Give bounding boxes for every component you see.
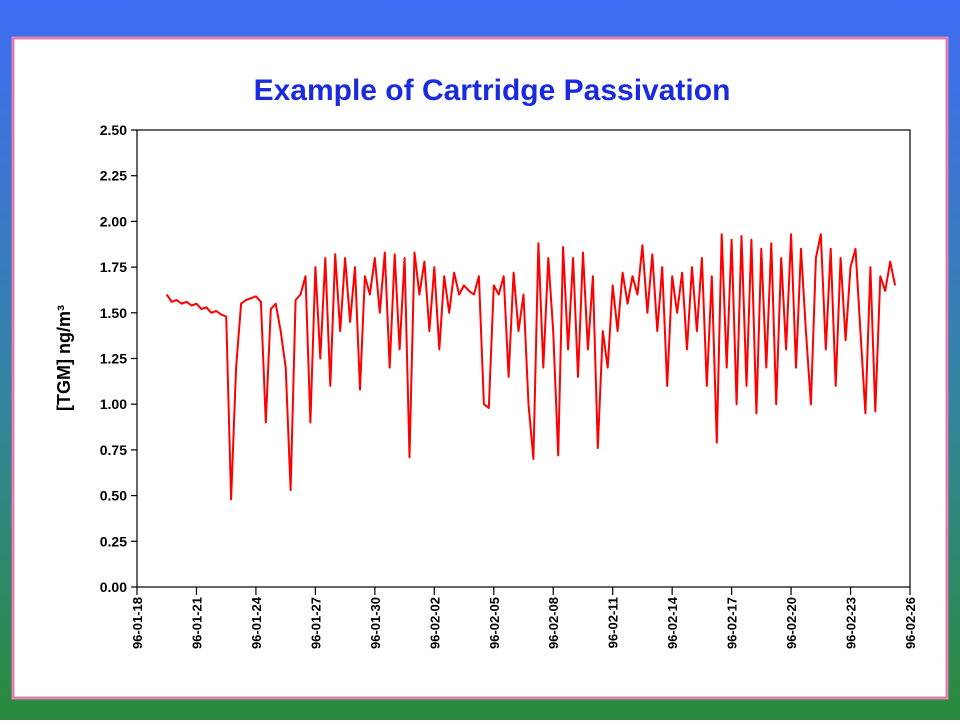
y-tick-label: 1.25: [100, 351, 127, 367]
x-tick-label: 96-01-24: [249, 596, 264, 649]
y-tick-label: 0.50: [100, 488, 127, 504]
x-tick-label: 96-02-05: [487, 597, 502, 649]
x-tick-label: 96-01-30: [368, 597, 383, 649]
y-tick-label: 2.50: [100, 122, 127, 138]
x-tick-label: 96-01-21: [189, 597, 204, 649]
x-tick-label: 96-02-23: [844, 597, 859, 649]
y-tick-label: 2.25: [100, 168, 127, 184]
x-tick-label: 96-02-11: [606, 597, 621, 648]
x-tick-label: 96-02-02: [427, 597, 442, 649]
y-tick-label: 0.00: [100, 579, 127, 595]
y-tick-label: 1.75: [100, 259, 127, 275]
x-tick-label: 96-02-17: [725, 597, 740, 649]
x-tick-label: 96-02-08: [546, 597, 561, 649]
x-tick-label: 96-02-20: [784, 597, 799, 649]
y-axis-label: [TGM] ng/m³: [54, 305, 74, 411]
x-tick-label: 96-01-18: [130, 597, 145, 649]
panel: [11, 36, 949, 700]
y-tick-label: 0.75: [100, 442, 127, 458]
y-tick-label: 1.50: [100, 305, 127, 321]
data-line: [165, 233, 897, 501]
x-tick-label: 96-02-14: [665, 596, 680, 649]
y-tick-label: 1.00: [100, 396, 127, 412]
chart-title: Example of Cartridge Passivation: [254, 74, 731, 107]
y-tick-label: 2.00: [100, 213, 127, 229]
x-tick-label: 96-02-26: [903, 597, 918, 649]
y-tick-label: 0.25: [100, 533, 127, 549]
x-tick-label: 96-01-27: [308, 597, 323, 649]
